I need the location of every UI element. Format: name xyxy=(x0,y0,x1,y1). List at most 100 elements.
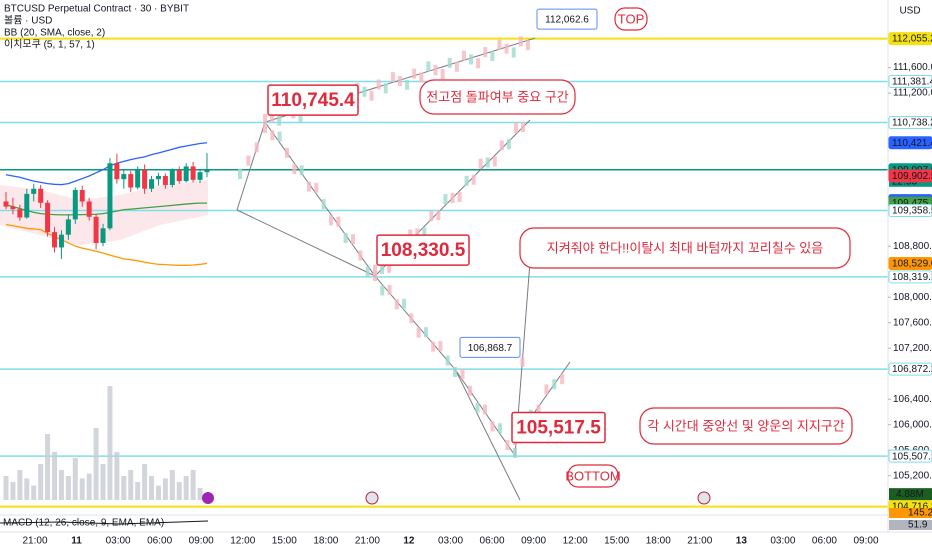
x-tick-label: 21:00 xyxy=(687,536,712,547)
macd-title: MACD (12, 26, close, 9, EMA, EMA) xyxy=(3,518,164,529)
candle-body xyxy=(72,190,78,220)
projection-candle xyxy=(504,43,509,54)
projection-candle xyxy=(380,285,385,296)
candle-body xyxy=(86,201,92,217)
y-tick-label: 108,000.0 xyxy=(893,292,932,303)
projection-candle xyxy=(520,357,525,367)
projection-candle xyxy=(445,355,450,366)
volume-bar xyxy=(58,470,64,500)
y-tick-label: 107,600.0 xyxy=(893,317,932,328)
price-badge-label: 112,055.2 xyxy=(892,34,932,45)
price-badge-label: 109,902.5 xyxy=(892,171,932,182)
us-event-icon[interactable] xyxy=(365,491,379,505)
projection-candle xyxy=(447,57,452,68)
projection-candle xyxy=(402,298,407,309)
projection-candle xyxy=(277,131,282,142)
projection-candle xyxy=(387,284,392,295)
projection-candle xyxy=(498,423,502,434)
projection-candle xyxy=(560,374,565,385)
projection-candle xyxy=(460,368,465,379)
price-badge xyxy=(888,270,932,284)
projection-candle xyxy=(485,157,490,168)
candle-body xyxy=(65,219,71,235)
candle-body xyxy=(114,163,120,180)
x-tick-label: 15:00 xyxy=(604,536,629,547)
macd-value: 145.2 xyxy=(908,508,932,519)
price-badge-label: 111,381.4 xyxy=(892,77,932,88)
projection-candle xyxy=(483,404,487,415)
y-tick-label: 107,200.0 xyxy=(893,343,932,354)
macd-badge xyxy=(889,508,932,518)
projection-candle xyxy=(343,232,348,243)
event-icon[interactable] xyxy=(202,492,214,504)
price-badge-label: 108,529.0 xyxy=(892,259,932,270)
projection-candle xyxy=(238,169,242,179)
volume-bar xyxy=(52,452,58,500)
price-badge-label: 109,475.2 xyxy=(892,198,932,209)
volume-bar xyxy=(100,464,106,500)
projection-candle xyxy=(457,191,462,202)
x-tick-label: 03:00 xyxy=(438,536,463,547)
currency: USD xyxy=(899,6,920,17)
price-badge xyxy=(888,449,932,463)
projection-candle xyxy=(552,379,557,390)
projection-candle xyxy=(469,54,474,65)
callout-bubble xyxy=(639,407,853,445)
callout-text: BOTTOM xyxy=(565,468,620,483)
projection-candle xyxy=(440,69,445,80)
projection-candle xyxy=(314,182,319,193)
projection-candle xyxy=(380,263,385,274)
projection-candle xyxy=(365,266,370,277)
price-badge xyxy=(888,32,932,46)
projection-candle xyxy=(450,193,455,203)
projection-candle xyxy=(409,313,414,324)
x-tick-label: 03:00 xyxy=(770,536,795,547)
candle-body xyxy=(162,176,168,185)
price-badge-label: 108,319.1 xyxy=(892,272,932,283)
x-tick-label: 06:00 xyxy=(812,536,837,547)
candle-body xyxy=(142,169,148,189)
projection-candle xyxy=(499,140,504,151)
projection-segment xyxy=(454,368,521,501)
projection-candle xyxy=(398,76,402,86)
projection-candle xyxy=(422,227,427,238)
x-tick-label: 06:00 xyxy=(480,536,505,547)
projection-candle xyxy=(270,111,275,122)
callout-bubble xyxy=(519,227,851,269)
bb-legend: BB (20, SMA, close, 2) xyxy=(4,28,105,39)
volume-legend: 볼륨 · USD xyxy=(4,15,52,27)
projection-candle xyxy=(525,40,530,51)
price-badge xyxy=(888,256,932,270)
us-event-icon[interactable] xyxy=(697,491,711,505)
candle-body xyxy=(79,190,85,202)
x-tick-label: 09:00 xyxy=(853,536,878,547)
annotation-price: 110,745.4 xyxy=(271,90,355,111)
candle-body xyxy=(149,179,155,189)
volume-bar xyxy=(197,488,203,500)
volume-bar xyxy=(176,482,182,500)
candle-body xyxy=(204,169,210,173)
candle-body xyxy=(107,163,113,229)
projection-candle xyxy=(321,199,326,210)
candle-body xyxy=(31,188,37,194)
price-badge-label: 110,738.2 xyxy=(892,118,932,129)
x-tick-label: 21:00 xyxy=(355,536,380,547)
band-line xyxy=(5,223,208,266)
price-badge-label: 105,507.1 xyxy=(892,451,932,462)
callout-text: TOP xyxy=(618,11,645,26)
projection-candle xyxy=(373,265,377,275)
volume-bar xyxy=(79,478,85,500)
projection-candle xyxy=(351,234,355,245)
volume-bar xyxy=(65,476,71,500)
price-badge-label: 104,716.3 xyxy=(892,502,932,513)
annotation-price: 112,062.6 xyxy=(545,15,589,26)
projection-candle xyxy=(476,58,481,69)
candle-body xyxy=(121,174,127,180)
projection-candle xyxy=(412,68,417,79)
projection-candle xyxy=(505,440,510,451)
y-tick-label: 106,400.0 xyxy=(893,394,932,405)
candle-body xyxy=(38,188,44,203)
x-tick-label: 09:00 xyxy=(521,536,546,547)
volume-bar xyxy=(10,482,16,500)
projection-candle xyxy=(506,139,511,150)
